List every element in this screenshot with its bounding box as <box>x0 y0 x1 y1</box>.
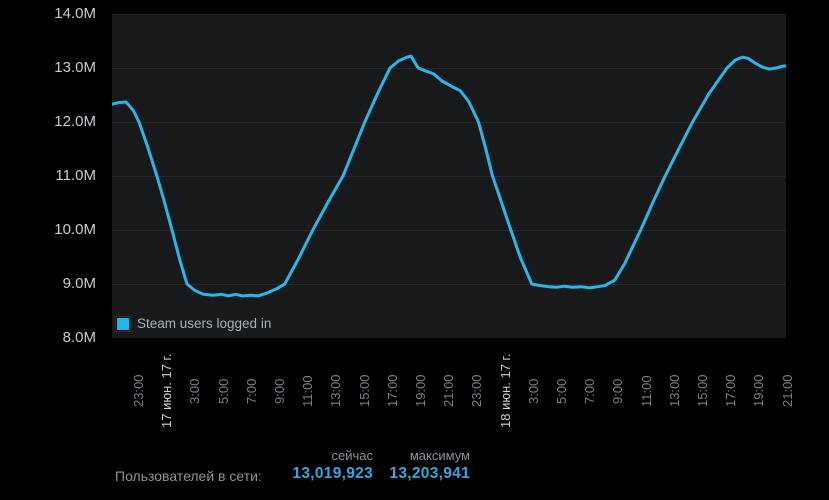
series-line <box>112 54 786 298</box>
x-axis-time-label: 11:00 <box>638 375 654 407</box>
x-axis-time-label: 13:00 <box>328 374 344 408</box>
x-axis-time-label: 13:00 <box>666 374 682 408</box>
x-axis-time-label: 9:00 <box>610 378 626 404</box>
x-axis-time-label: 15:00 <box>695 374 710 408</box>
y-axis-label: 14.0M <box>54 5 96 22</box>
x-axis-time-label: 19:00 <box>751 374 767 408</box>
y-axis-label: 10.0M <box>54 221 96 238</box>
stat-value-now: 13,019,923 <box>292 465 373 482</box>
stat-header-max: максимум <box>409 448 470 463</box>
x-axis-time-label: 21:00 <box>779 374 795 408</box>
line-chart-svg <box>112 14 786 298</box>
y-axis-label: 8.0M <box>62 329 96 346</box>
x-axis-time-label: 19:00 <box>413 374 428 408</box>
x-axis-time-label: 11:00 <box>300 375 316 407</box>
x-axis-time-label: 7:00 <box>243 378 259 404</box>
legend-label: Steam users logged in <box>137 316 272 331</box>
y-axis-label: 11.0M <box>55 167 96 184</box>
x-axis-time-label: 9:00 <box>272 378 287 404</box>
x-axis-time-label: 21:00 <box>441 374 457 408</box>
y-axis-label: 9.0M <box>62 275 96 292</box>
x-axis: 23:00 17 июн. 17 г. 3:00 5:00 7:00 9:00 11:00 1… <box>112 338 802 444</box>
x-axis-time-label: 5:00 <box>554 378 569 404</box>
x-axis-time-label: 17:00 <box>723 374 739 408</box>
x-axis-time-label: 23:00 <box>469 374 485 408</box>
x-axis-time-label: 23:00 <box>131 374 146 408</box>
stat-header-now: сейчас <box>331 448 374 463</box>
legend: Steam users logged in <box>115 315 272 332</box>
legend-color-swatch <box>115 315 131 332</box>
x-axis-time-label: 5:00 <box>215 378 231 404</box>
x-axis-date-label: 17 июн. 17 г. <box>159 353 175 429</box>
stat-row-label: Пользователей в сети: <box>115 468 262 484</box>
plot-area[interactable]: Steam users logged in <box>112 14 786 338</box>
stat-value-max: 13,203,941 <box>389 465 470 482</box>
x-axis-time-label: 3:00 <box>187 378 203 404</box>
x-axis-time-label: 17:00 <box>384 374 400 408</box>
y-axis-label: 12.0M <box>54 113 96 130</box>
x-axis-time-label: 3:00 <box>525 378 541 404</box>
x-axis-time-label: 7:00 <box>582 378 598 404</box>
x-axis-time-label: 15:00 <box>356 374 372 408</box>
y-axis-label: 13.0M <box>54 59 96 76</box>
x-axis-date-label: 18 июн. 17 г. <box>497 353 513 429</box>
